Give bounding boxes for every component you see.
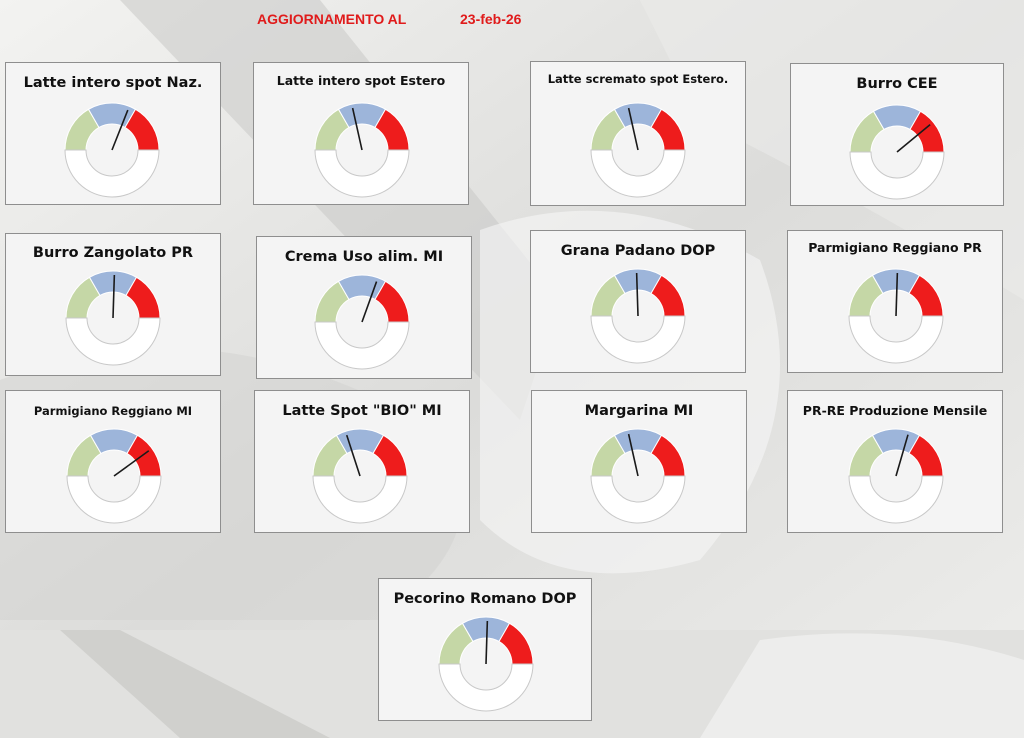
gauge-dial [314,102,410,198]
gauge-title: Parmigiano Reggiano MI [33,404,193,418]
gauge-lower-blank [848,315,944,364]
gauge-dial [312,428,408,524]
gauge-needle [113,450,150,477]
gauge-title: Burro CEE [856,76,938,92]
gauge-title: PR-RE Produzione Mensile [802,403,988,418]
gauge-needle [361,281,378,323]
gauge-title: Latte intero spot Naz. [23,75,203,91]
gauge-needle [112,274,116,319]
gauge-dial [590,268,686,364]
update-label: AGGIORNAMENTO AL [257,11,407,27]
gauge-title: Grana Padano DOP [560,243,716,259]
gauge-dial [66,428,162,524]
gauge-title: Parmigiano Reggiano PR [808,240,982,255]
gauge-lower-blank [849,151,945,200]
gauge-needle [635,272,639,317]
gauge-lower-blank [65,317,161,366]
gauge-title: Pecorino Romano DOP [393,591,577,607]
gauge-lower-blank [438,663,534,712]
gauge-lower-blank [314,321,410,370]
gauge-lower-blank [590,315,686,364]
gauge-title: Crema Uso alim. MI [284,249,444,265]
gauge-lower-blank [64,149,160,198]
gauge-title: Latte intero spot Estero [276,73,446,88]
gauge-title: Burro Zangolato PR [32,245,194,261]
gauge-dial [849,104,945,200]
gauge-needle [895,434,909,477]
gauge-dial [65,270,161,366]
gauge-needle [627,433,639,477]
gauge-needle [895,272,899,317]
gauge-needle [627,107,639,151]
gauge-card: Burro CEE [790,63,1004,206]
gauge-needle [485,620,489,665]
gauge-dial [590,102,686,198]
update-date: 23-feb-26 [460,11,522,27]
gauge-dial [848,428,944,524]
gauge-title: Latte scremato spot Estero. [547,72,729,86]
gauge-lower-blank [848,475,944,524]
gauge-dial [314,274,410,370]
gauge-needle [111,109,129,151]
gauge-dial [590,428,686,524]
gauge-needle [896,123,931,153]
gauge-title: Margarina MI [584,403,694,419]
gauge-dial [848,268,944,364]
gauge-lower-blank [590,149,686,198]
gauge-dial [438,616,534,712]
gauge-card: Latte intero spot Estero [253,62,469,205]
gauge-lower-blank [590,475,686,524]
gauge-needle [345,434,361,477]
gauge-title: Latte Spot "BIO" MI [282,403,442,419]
gauge-lower-blank [312,475,408,524]
gauge-lower-blank [314,149,410,198]
gauge-needle [351,107,363,151]
gauge-lower-blank [66,475,162,524]
gauge-dial [64,102,160,198]
